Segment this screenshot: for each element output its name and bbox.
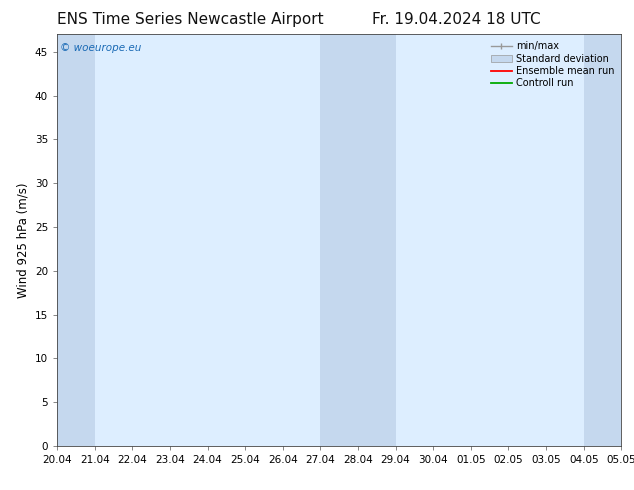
Bar [396, 34, 584, 446]
Bar [584, 34, 621, 446]
Bar [133, 34, 320, 446]
Bar [94, 34, 133, 446]
Text: © woeurope.eu: © woeurope.eu [60, 43, 141, 52]
Bar [320, 34, 396, 446]
Bar [57, 34, 94, 446]
Y-axis label: Wind 925 hPa (m/s): Wind 925 hPa (m/s) [16, 182, 29, 298]
Text: Fr. 19.04.2024 18 UTC: Fr. 19.04.2024 18 UTC [372, 12, 541, 27]
Text: ENS Time Series Newcastle Airport: ENS Time Series Newcastle Airport [57, 12, 323, 27]
Legend: min/max, Standard deviation, Ensemble mean run, Controll run: min/max, Standard deviation, Ensemble me… [489, 39, 616, 90]
